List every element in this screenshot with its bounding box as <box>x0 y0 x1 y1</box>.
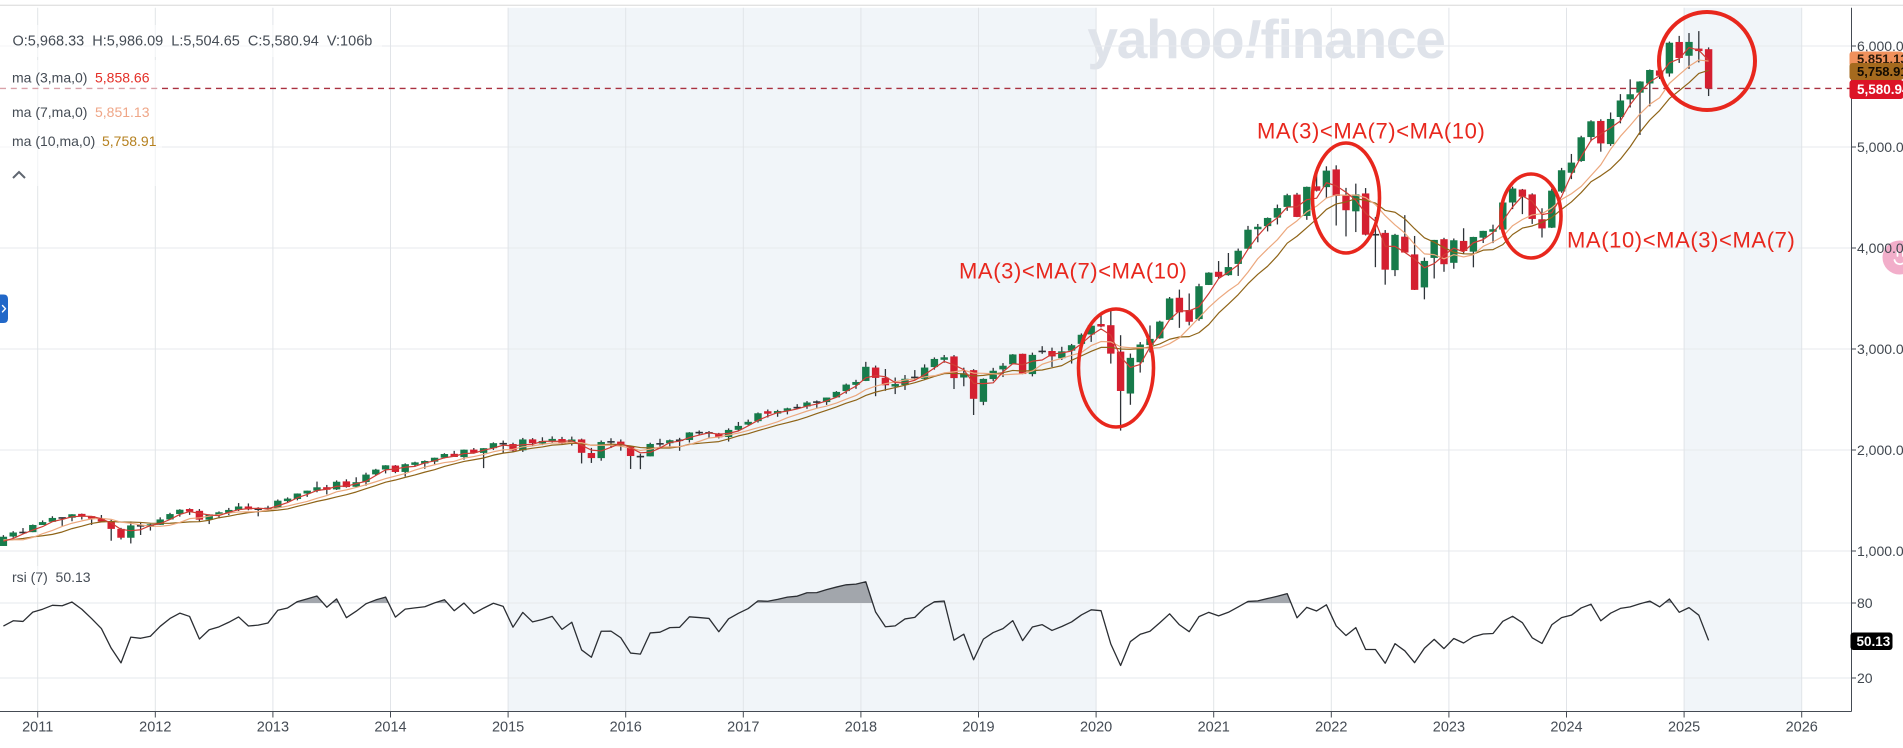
svg-text:50.13: 50.13 <box>1857 634 1891 649</box>
svg-text:2019: 2019 <box>962 720 994 736</box>
svg-text:5,000.00: 5,000.00 <box>1857 139 1903 155</box>
svg-text:5,580.94: 5,580.94 <box>1857 82 1903 97</box>
svg-text:2017: 2017 <box>727 720 759 736</box>
svg-text:MA(3)<MA(7)<MA(10): MA(3)<MA(7)<MA(10) <box>959 259 1187 284</box>
svg-text:5,851.13: 5,851.13 <box>95 104 150 120</box>
svg-text:3,000.00: 3,000.00 <box>1857 341 1903 357</box>
svg-text:2014: 2014 <box>374 720 406 736</box>
svg-text:2022: 2022 <box>1315 720 1347 736</box>
svg-text:2018: 2018 <box>845 720 877 736</box>
svg-text:O:5,968.33 H:5,986.09 L:5,50: O:5,968.33 H:5,986.09 L:5,504.65 C:5,580… <box>13 34 373 50</box>
svg-text:2024: 2024 <box>1550 720 1582 736</box>
svg-text:MA(3)<MA(7)<MA(10): MA(3)<MA(7)<MA(10) <box>1257 119 1485 144</box>
svg-text:80: 80 <box>1857 595 1873 611</box>
svg-text:2020: 2020 <box>1080 720 1112 736</box>
svg-text:2016: 2016 <box>610 720 642 736</box>
svg-text:rsi (7) 50.13: rsi (7) 50.13 <box>12 569 91 585</box>
svg-text:MA(10)<MA(3)<MA(7): MA(10)<MA(3)<MA(7) <box>1567 228 1795 253</box>
svg-text:2012: 2012 <box>139 720 171 736</box>
svg-text:yahoo!finance: yahoo!finance <box>1087 8 1444 70</box>
svg-text:20: 20 <box>1857 670 1873 686</box>
svg-text:2013: 2013 <box>257 720 289 736</box>
svg-text:2026: 2026 <box>1786 720 1818 736</box>
svg-text:1,000.00: 1,000.00 <box>1857 543 1903 559</box>
svg-text:ma (3,ma,0): ma (3,ma,0) <box>12 70 87 86</box>
svg-text:2011: 2011 <box>22 720 53 736</box>
svg-text:4,000.00: 4,000.00 <box>1857 240 1903 256</box>
svg-text:5,758.91: 5,758.91 <box>102 133 157 149</box>
svg-text:2,000.00: 2,000.00 <box>1857 442 1903 458</box>
svg-text:5,858.66: 5,858.66 <box>95 70 150 86</box>
svg-text:2023: 2023 <box>1433 720 1465 736</box>
svg-text:2025: 2025 <box>1668 720 1700 736</box>
svg-text:2021: 2021 <box>1198 720 1230 736</box>
svg-text:ma (7,ma,0): ma (7,ma,0) <box>12 104 87 120</box>
svg-text:2015: 2015 <box>492 720 524 736</box>
svg-text:ma (10,ma,0): ma (10,ma,0) <box>12 133 95 149</box>
svg-text:5,851.13: 5,851.13 <box>1857 52 1903 67</box>
svg-text:6,000.00: 6,000.00 <box>1857 38 1903 54</box>
svg-text:5,758.91: 5,758.91 <box>1857 64 1903 79</box>
